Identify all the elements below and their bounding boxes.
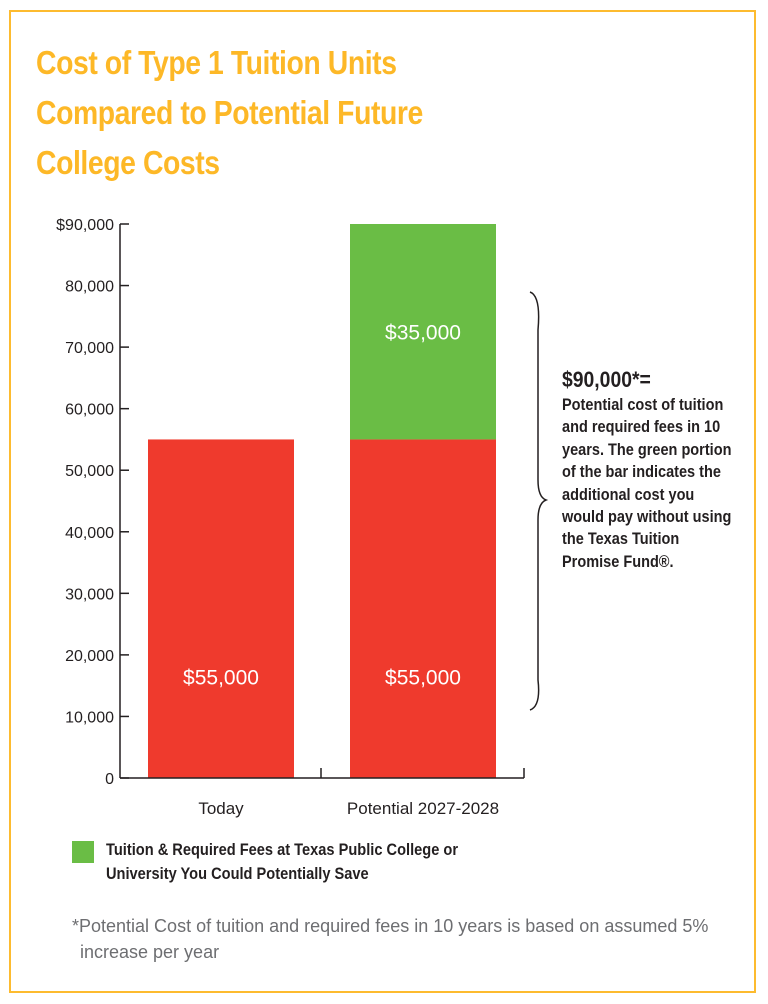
- annotation-headline: $90,000*=: [562, 367, 651, 392]
- bar-segment: [350, 439, 496, 778]
- x-tick-label: Today: [198, 799, 244, 818]
- data-label: $55,000: [385, 666, 461, 689]
- y-tick-label: 70,000: [65, 340, 114, 357]
- legend: Tuition & Required Fees at Texas Public …: [72, 838, 556, 886]
- y-tick-label: 10,000: [65, 709, 114, 726]
- brace: [529, 291, 549, 711]
- y-tick-label: 30,000: [65, 586, 114, 603]
- legend-swatch-green: [72, 841, 94, 863]
- data-label: $35,000: [385, 322, 461, 345]
- annotation: $90,000*= Potential cost of tuition and …: [562, 366, 738, 573]
- legend-label: Tuition & Required Fees at Texas Public …: [106, 840, 459, 883]
- y-tick-label: 0: [105, 771, 114, 788]
- annotation-text: Potential cost of tuition and required f…: [562, 396, 732, 571]
- y-tick-label: 40,000: [65, 525, 114, 542]
- x-tick-label: Potential 2027-2028: [347, 799, 499, 818]
- y-tick-label: 60,000: [65, 402, 114, 419]
- y-tick-label: 20,000: [65, 648, 114, 665]
- frame-border: [9, 10, 756, 993]
- y-tick-label: 80,000: [65, 279, 114, 296]
- bar-segment: [350, 224, 496, 440]
- bar-segment: [148, 439, 294, 778]
- data-label: $55,000: [183, 666, 259, 689]
- y-tick-label: $90,000: [56, 217, 114, 234]
- y-tick-label: 50,000: [65, 463, 114, 480]
- chart-title: Cost of Type 1 Tuition Units Compared to…: [36, 44, 423, 181]
- footnote: *Potential Cost of tuition and required …: [72, 916, 709, 962]
